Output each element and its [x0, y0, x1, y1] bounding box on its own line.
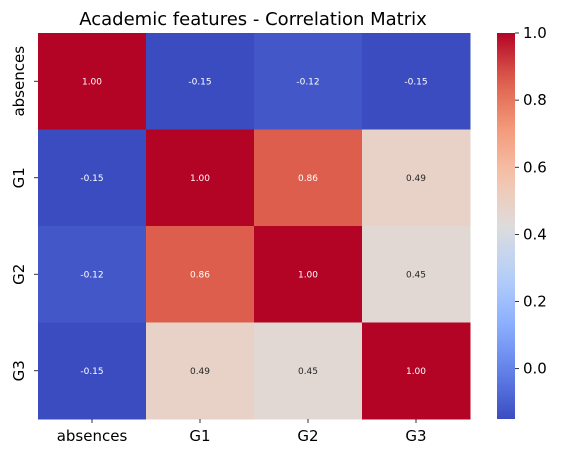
colorbar-tick-label: 0.8 — [523, 91, 547, 109]
colorbar-tick-label: 0.2 — [523, 293, 547, 311]
colorbar-tick-label: 0.0 — [523, 360, 547, 378]
y-tick-label: G3 — [10, 360, 28, 381]
cell-annotation: -0.15 — [404, 77, 427, 87]
cell-annotation: -0.15 — [80, 367, 103, 377]
cell-annotation: -0.15 — [188, 77, 211, 87]
y-axis: absences G1 G2 G3 — [10, 46, 38, 381]
cell-annotation: 0.45 — [298, 367, 318, 377]
heatmap-cell-G2-G1 — [146, 226, 255, 323]
colorbar: 0.0 0.2 0.4 0.6 0.8 1.0 — [497, 24, 547, 419]
cell-annotation: 1.00 — [82, 77, 102, 87]
heatmap-cell-G1-G3 — [362, 129, 471, 227]
cell-annotation: 0.45 — [406, 270, 426, 280]
heatmap-cell-G3-G2 — [254, 322, 363, 420]
heatmap-cell-G3-G3 — [362, 322, 471, 420]
heatmap-cell-absences-G1 — [146, 33, 255, 130]
heatmap-cell-G2-G2 — [254, 226, 363, 323]
heatmap-cell-absences-absences — [38, 33, 147, 130]
cell-annotation: 1.00 — [298, 270, 318, 280]
y-tick-label: absences — [10, 46, 28, 117]
heatmap-cell-G2-G3 — [362, 226, 471, 323]
cell-annotation: 0.86 — [298, 174, 318, 184]
x-tick-label: G1 — [189, 427, 210, 445]
heatmap-cell-absences-G3 — [362, 33, 471, 130]
cell-annotation: -0.12 — [80, 270, 103, 280]
colorbar-tick-label: 0.6 — [523, 158, 547, 176]
cell-annotation: 1.00 — [406, 367, 426, 377]
colorbar-tick-label: 0.4 — [523, 225, 547, 243]
cell-annotation: 1.00 — [190, 174, 210, 184]
y-tick-label: G1 — [10, 167, 28, 188]
cell-annotation: -0.15 — [80, 174, 103, 184]
x-tick-label: absences — [57, 427, 128, 445]
y-tick-label: G2 — [10, 264, 28, 285]
x-tick-label: G2 — [297, 427, 318, 445]
heatmap-cell-G3-absences — [38, 322, 147, 420]
colorbar-tick-label: 1.0 — [523, 24, 547, 42]
x-axis: absences G1 G2 G3 — [57, 419, 427, 445]
x-tick-label: G3 — [405, 427, 426, 445]
cell-annotation: 0.86 — [190, 270, 210, 280]
colorbar-gradient — [497, 33, 515, 419]
heatmap-cell-G1-G2 — [254, 129, 363, 227]
heatmap-cell-G2-absences — [38, 226, 147, 323]
cell-annotation: 0.49 — [190, 367, 210, 377]
heatmap-cell-G3-G1 — [146, 322, 255, 420]
cell-annotation: -0.12 — [296, 77, 319, 87]
chart-title: Academic features - Correlation Matrix — [79, 9, 427, 30]
heatmap-cell-G1-absences — [38, 129, 147, 227]
heatmap-cells: 1.00 -0.15 -0.12 -0.15 -0.15 1.00 0.86 0.49 -0.1… — [38, 33, 471, 420]
heatmap-cell-absences-G2 — [254, 33, 363, 130]
cell-annotation: 0.49 — [406, 174, 426, 184]
heatmap-cell-G1-G1 — [146, 129, 255, 227]
